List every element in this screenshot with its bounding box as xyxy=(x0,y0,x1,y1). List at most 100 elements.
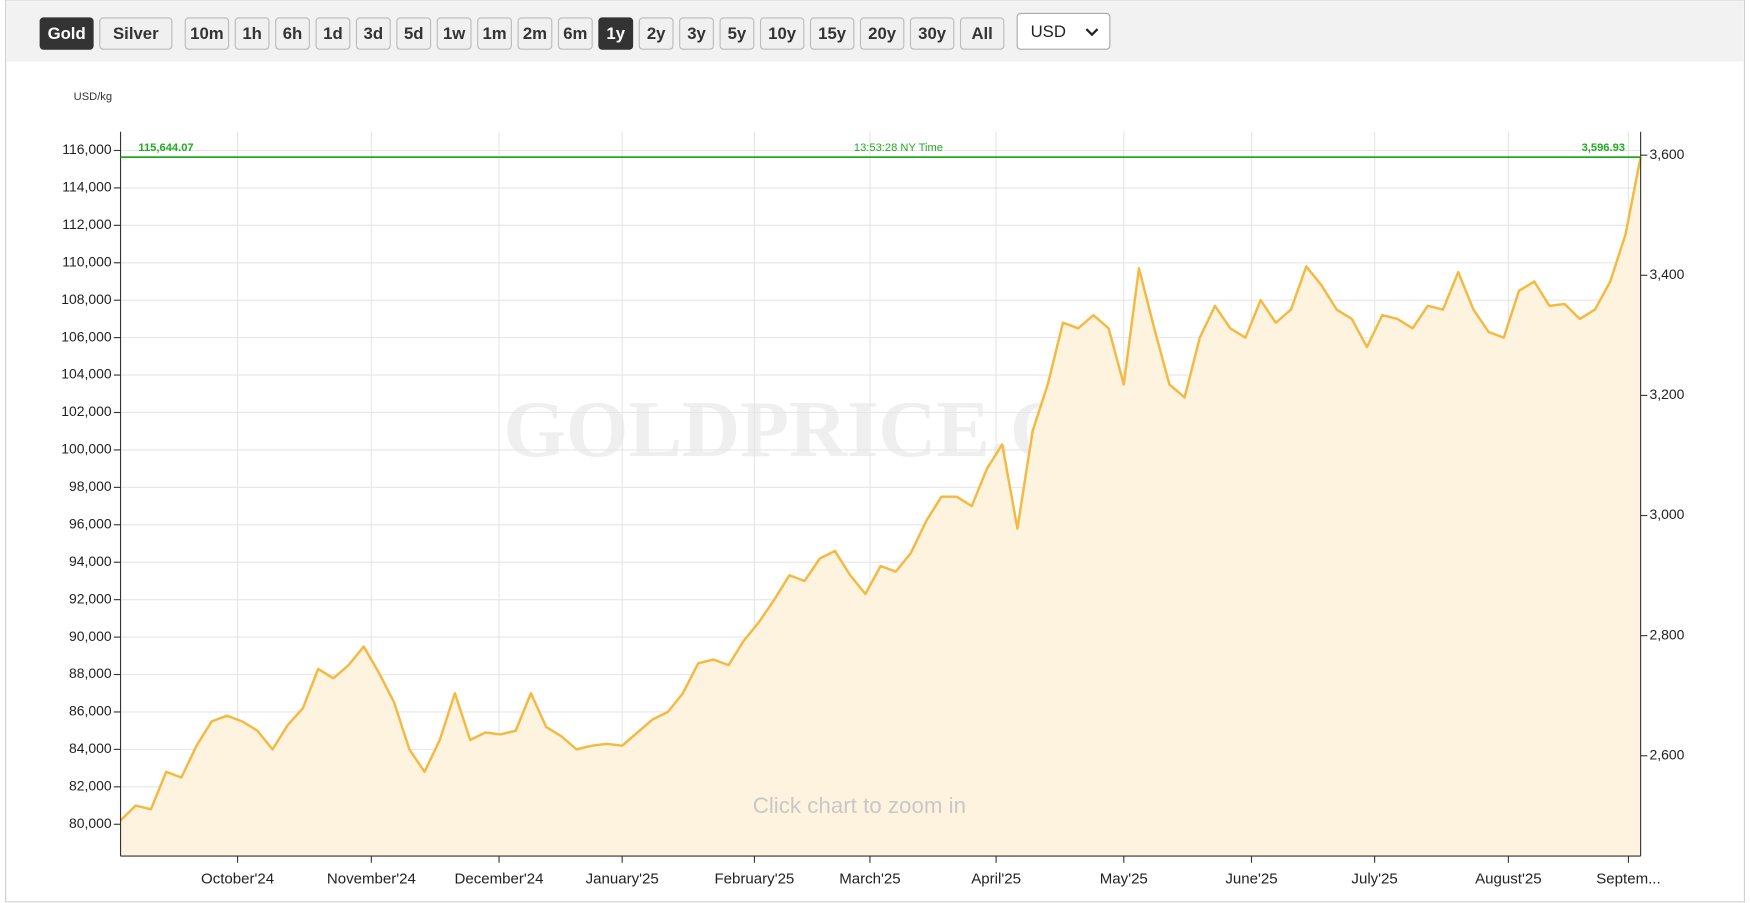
button-face[interactable] xyxy=(557,17,593,50)
y-tick-label: 102,000 xyxy=(61,403,112,419)
button-face[interactable] xyxy=(99,17,173,50)
select-value[interactable]: USD xyxy=(1031,22,1066,41)
range-button[interactable]: 5y xyxy=(719,17,755,50)
button-label[interactable]: 6h xyxy=(283,24,303,43)
zoom-hint: Click chart to zoom in xyxy=(753,793,966,818)
range-button[interactable]: 20y xyxy=(859,17,905,50)
button-label[interactable]: 6m xyxy=(563,24,587,43)
button-label[interactable]: 5d xyxy=(404,24,424,43)
x-tick-label: November'24 xyxy=(327,870,416,887)
button-face[interactable] xyxy=(679,17,714,50)
range-button[interactable]: 1d xyxy=(315,17,351,50)
y-tick-label: 116,000 xyxy=(62,141,112,157)
button-face[interactable] xyxy=(436,17,472,50)
time-label: 13:53:28 NY Time xyxy=(854,142,943,154)
range-button[interactable]: 30y xyxy=(909,17,955,50)
range-button[interactable]: 6h xyxy=(275,17,310,50)
y-tick-label: 108,000 xyxy=(61,291,112,307)
button-label[interactable]: 1h xyxy=(242,24,262,43)
button-face[interactable] xyxy=(909,17,955,50)
range-button[interactable]: Gold xyxy=(39,17,94,50)
button-label[interactable]: 30y xyxy=(918,24,947,43)
button-label[interactable]: 15y xyxy=(818,24,847,43)
x-tick-label: February'25 xyxy=(714,870,794,887)
range-button[interactable]: 1h xyxy=(234,17,270,50)
button-label[interactable]: 3y xyxy=(687,24,706,43)
range-button[interactable]: 10m xyxy=(184,17,230,50)
button-face[interactable] xyxy=(315,17,351,50)
button-label[interactable]: Silver xyxy=(113,24,159,43)
y-tick-label: 88,000 xyxy=(69,665,112,681)
button-face[interactable] xyxy=(355,17,391,50)
range-button[interactable]: 1m xyxy=(477,17,512,50)
button-label[interactable]: 1d xyxy=(323,24,343,43)
range-button[interactable]: 1w xyxy=(436,17,472,50)
range-button[interactable]: All xyxy=(959,17,1005,50)
x-tick-label: December'24 xyxy=(455,870,544,887)
x-tick-label: October'24 xyxy=(201,870,274,887)
x-tick-label: Septem... xyxy=(1596,870,1660,887)
range-button[interactable]: 6m xyxy=(557,17,593,50)
y-tick-label: 82,000 xyxy=(69,778,112,794)
range-button[interactable]: Silver xyxy=(99,17,173,50)
button-face[interactable] xyxy=(275,17,310,50)
button-label[interactable]: 1w xyxy=(443,24,466,43)
y-tick-label: 86,000 xyxy=(69,703,112,719)
range-button[interactable]: 2m xyxy=(517,17,553,50)
button-face[interactable] xyxy=(719,17,755,50)
button-face[interactable] xyxy=(959,17,1005,50)
x-tick-label: January'25 xyxy=(586,870,659,887)
select-box[interactable] xyxy=(1016,12,1111,50)
y-tick-label: 106,000 xyxy=(61,328,112,344)
button-face[interactable] xyxy=(859,17,905,50)
range-button[interactable]: 2y xyxy=(638,17,674,50)
button-face[interactable] xyxy=(809,17,855,50)
button-label[interactable]: 2m xyxy=(523,24,547,43)
plot[interactable]: 80,000 82,000 84,000 86,000 88,000 90,000 92,0… xyxy=(61,131,1685,888)
y-tick-label: 80,000 xyxy=(69,815,112,831)
x-tick-label: June'25 xyxy=(1225,870,1277,887)
button-face[interactable] xyxy=(184,17,230,50)
button-face[interactable] xyxy=(396,17,432,50)
button-face[interactable] xyxy=(477,17,512,50)
y-tick-label: 96,000 xyxy=(69,515,112,531)
button-label[interactable]: 10y xyxy=(768,24,797,43)
range-button[interactable]: 3y xyxy=(679,17,714,50)
button-face[interactable] xyxy=(517,17,553,50)
button-face[interactable] xyxy=(638,17,674,50)
button-label[interactable]: All xyxy=(971,24,992,43)
button-label[interactable]: 10m xyxy=(190,24,223,43)
y2-tick-label: 3,600 xyxy=(1650,146,1685,162)
range-button[interactable]: 10y xyxy=(759,17,805,50)
range-button[interactable]: 1y xyxy=(598,17,634,50)
range-button[interactable]: 15y xyxy=(809,17,855,50)
y2-tick-label: 3,400 xyxy=(1650,266,1685,282)
range-button[interactable]: 3d xyxy=(355,17,391,50)
button-label[interactable]: 2y xyxy=(647,24,666,43)
y-tick-label: 104,000 xyxy=(61,366,112,382)
x-tick-label: August'25 xyxy=(1475,870,1541,887)
button-label[interactable]: 3d xyxy=(364,24,384,43)
button-face[interactable] xyxy=(759,17,805,50)
button-face[interactable] xyxy=(39,17,94,50)
range-button[interactable]: 5d xyxy=(396,17,432,50)
line xyxy=(119,156,1642,822)
select-arrow[interactable] xyxy=(1085,28,1099,37)
current-price-label: 115,644.07 xyxy=(138,142,193,154)
currency-select[interactable]: USD xyxy=(1016,12,1111,50)
x-tick-label: May'25 xyxy=(1100,870,1148,887)
button-label[interactable]: 5y xyxy=(728,24,747,43)
button-label[interactable]: Gold xyxy=(48,24,86,43)
y2-tick-label: 3,000 xyxy=(1650,506,1685,522)
y-axis-label: USD/kg xyxy=(74,91,112,103)
x-tick-label: April'25 xyxy=(971,870,1021,887)
button-label[interactable]: 20y xyxy=(868,24,897,43)
button-face[interactable] xyxy=(598,17,634,50)
x-tick-label: March'25 xyxy=(839,870,900,887)
button-face[interactable] xyxy=(234,17,270,50)
y-tick-label: 98,000 xyxy=(69,478,112,494)
button-label[interactable]: 1m xyxy=(482,24,506,43)
button-label[interactable]: 1y xyxy=(606,24,625,43)
